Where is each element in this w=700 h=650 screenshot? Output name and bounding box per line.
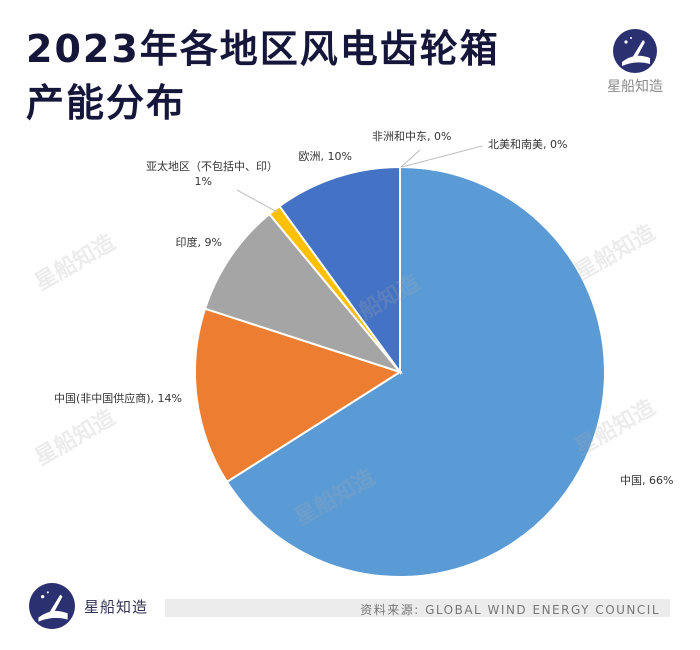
- title-line-1: 2023年各地区风电齿轮箱: [26, 27, 500, 71]
- leader-line: [401, 145, 483, 168]
- slice-label: 中国, 66%: [620, 474, 673, 487]
- pie-slice: [225, 165, 606, 578]
- slice-label: 中国(非中国供应商), 14%: [54, 391, 182, 405]
- pie-slice: [278, 165, 401, 376]
- slice-label: 非洲和中东, 0%: [372, 130, 451, 143]
- slice-label: 北美和南美, 0%: [488, 138, 567, 151]
- brand-name-top: 星船知造: [607, 79, 663, 95]
- pie-slice: [194, 307, 403, 484]
- slice-label: 亚太地区（不包括中、印） 1%: [146, 159, 278, 188]
- slice-label: 印度, 9%: [176, 235, 222, 249]
- leader-line: [236, 189, 278, 213]
- leader-line: [400, 149, 421, 168]
- page-title: 2023年各地区风电齿轮箱 产能分布: [26, 22, 546, 130]
- slice-label: 欧洲, 10%: [299, 150, 352, 163]
- rocket-logo-icon: [29, 583, 75, 629]
- pie-slice: [203, 212, 403, 375]
- rocket-logo-icon: [613, 29, 657, 73]
- brand-name-bottom: 星船知造: [84, 597, 149, 616]
- brand-top: 星船知造: [600, 28, 670, 96]
- brand-bottom: 星船知造: [28, 582, 148, 630]
- title-line-2: 产能分布: [26, 81, 187, 125]
- source-note: 资料来源: GLOBAL WIND ENERGY COUNCIL: [360, 603, 660, 617]
- footer-bar: [165, 599, 670, 617]
